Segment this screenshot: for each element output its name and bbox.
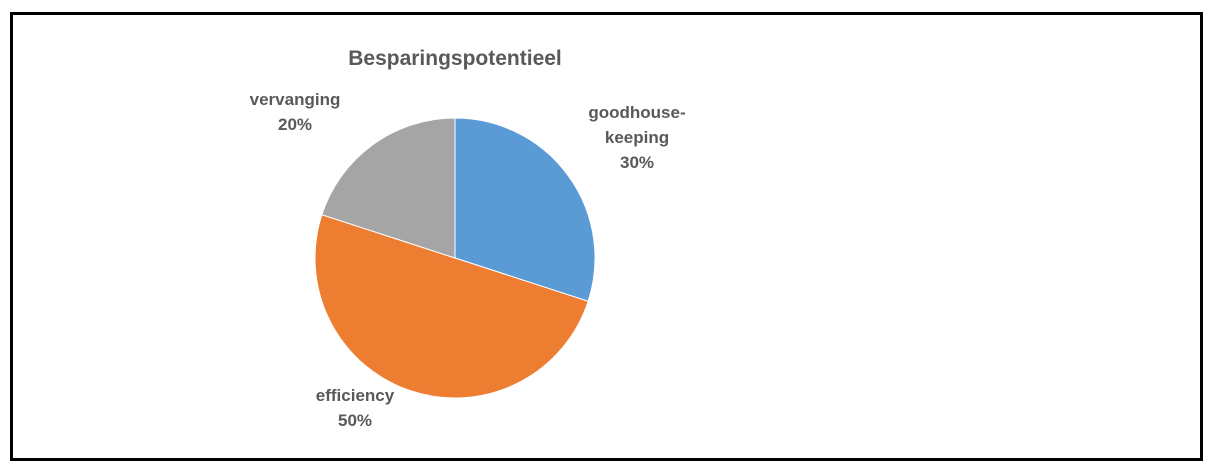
slice-label-line: vervanging [250,90,341,109]
slice-label-goodhouse-keeping: goodhouse-keeping 30% [588,103,685,172]
slice-label-line: efficiency [316,386,395,405]
slice-label-line: keeping [605,128,669,147]
chart-title: Besparingspotentieel [348,47,562,70]
slice-label-line: 20% [278,115,312,134]
pie-slice-vervanging [321,117,456,259]
slice-label-vervanging: vervanging 20% [250,90,341,134]
pie-slices [314,117,596,399]
chart-frame [10,12,1203,461]
slice-label-line: goodhouse- [588,103,685,122]
slice-labels: goodhouse-keeping 30% efficiency 50% vervang… [250,90,686,430]
pie-slice-goodhouse-keeping [454,117,596,302]
slice-label-line: 50% [338,411,372,430]
slice-label-line: 30% [620,153,654,172]
slice-label-efficiency: efficiency 50% [316,386,395,430]
pie-slice-efficiency [314,214,589,399]
